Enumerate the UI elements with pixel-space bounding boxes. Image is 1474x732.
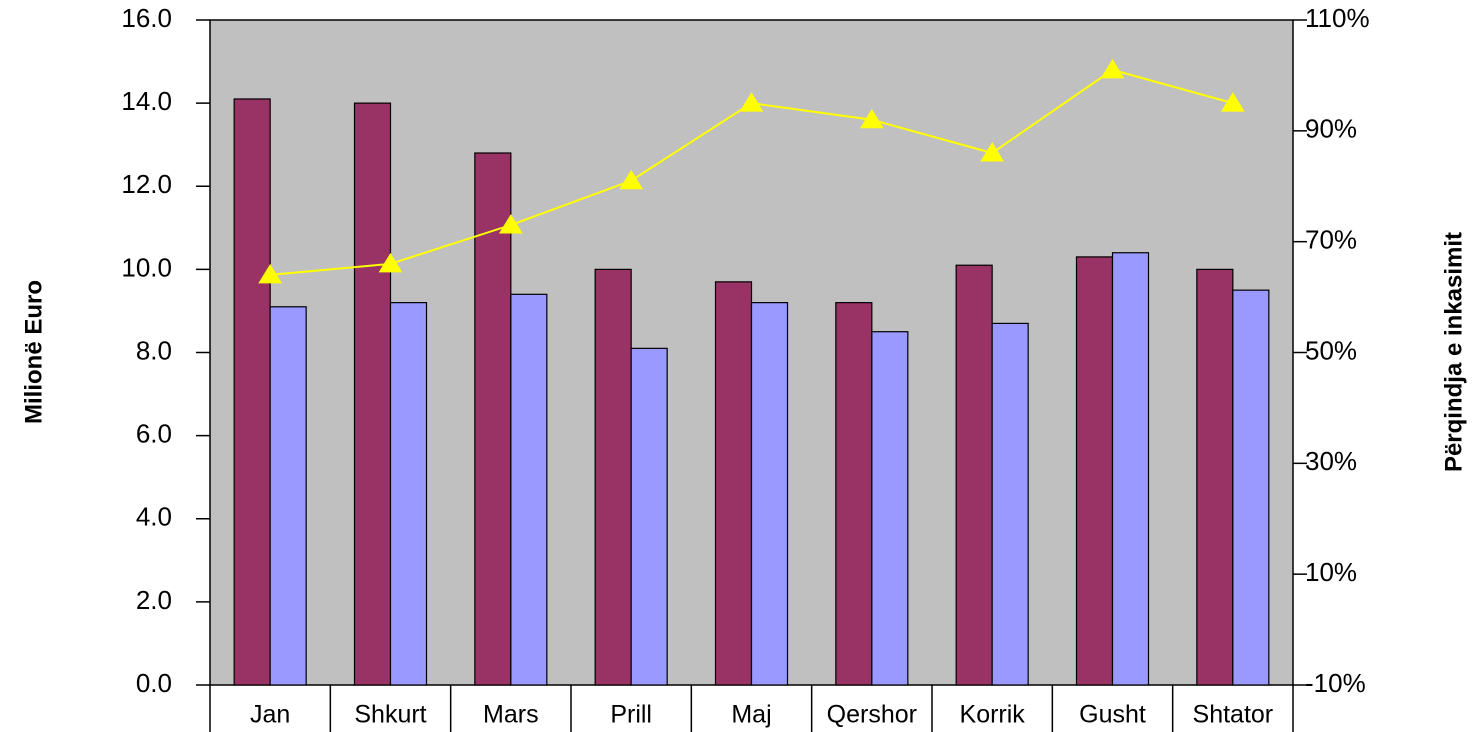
bar [389, 302, 428, 686]
y-tick-label: 4.0 [136, 502, 172, 532]
y2-axis-title: Përqindja e inkasimit [1440, 232, 1467, 472]
bar [233, 98, 271, 686]
x-tick-label: Korrik [960, 701, 1026, 729]
y-tick-label: 0.0 [136, 668, 172, 698]
line-marker [258, 263, 283, 284]
line-marker [1100, 58, 1125, 79]
y2-tick-label: 10% [1305, 557, 1357, 587]
y-tick-label: 12.0 [121, 169, 172, 199]
x-tick-label: Mars [483, 701, 539, 729]
bar [269, 306, 307, 686]
bar [630, 347, 668, 686]
y2-tick-label: 110% [1305, 3, 1370, 33]
x-tick-label: Shkurt [354, 701, 426, 729]
y2-tick-label: -10% [1305, 668, 1366, 698]
line-marker [498, 214, 523, 234]
x-tick-label: Jan [250, 701, 290, 729]
line-marker [739, 92, 764, 112]
y2-tick-label: 50% [1305, 335, 1357, 365]
y-tick-label: 6.0 [136, 419, 172, 449]
x-tick-label: Maj [731, 701, 771, 729]
bar [474, 152, 512, 686]
line-marker [1220, 92, 1245, 112]
x-tick-label: Qershor [827, 701, 917, 729]
bar [353, 102, 392, 686]
x-tick-label: Gusht [1079, 701, 1146, 729]
bar [1075, 256, 1114, 686]
bar [714, 281, 753, 686]
x-tick-label: Shtator [1193, 701, 1274, 729]
bar [955, 264, 993, 686]
bar [1196, 268, 1234, 686]
y2-tick-label: 90% [1305, 114, 1357, 144]
line-marker [378, 252, 403, 273]
bar [991, 322, 1029, 686]
y-tick-label: 2.0 [136, 585, 172, 615]
y-tick-label: 8.0 [136, 335, 172, 365]
bar [1232, 289, 1270, 686]
bar [871, 331, 909, 686]
line-marker [619, 169, 644, 190]
x-tick-label: Prill [610, 701, 652, 729]
bar [1111, 252, 1150, 686]
y2-tick-label: 70% [1305, 225, 1357, 255]
bar [750, 302, 789, 686]
bar [510, 293, 548, 686]
bar [594, 268, 632, 686]
y-tick-label: 14.0 [121, 86, 172, 116]
y-axis-title: Milionë Euro [20, 280, 47, 424]
bar [835, 302, 873, 686]
line-marker [980, 142, 1005, 162]
y-tick-label: 10.0 [121, 252, 172, 282]
line-marker [859, 108, 884, 129]
y-tick-label: 16.0 [121, 3, 172, 33]
y2-tick-label: 30% [1305, 446, 1357, 476]
